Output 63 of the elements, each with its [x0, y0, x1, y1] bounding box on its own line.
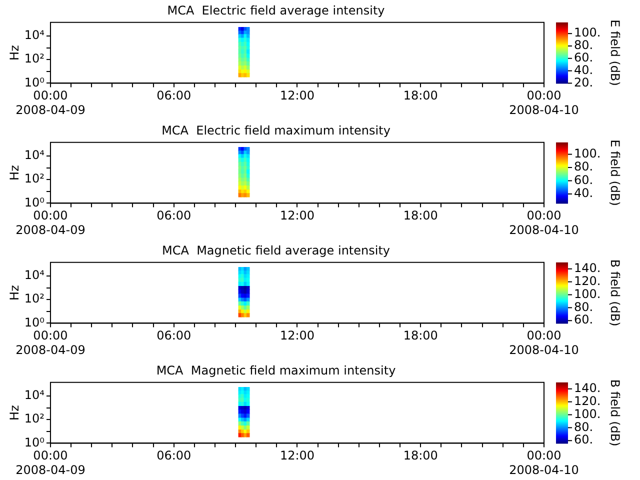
color-bar-label: 80. — [574, 38, 594, 52]
y-tick-label: 10² — [24, 292, 45, 306]
x-tick-label: 00:00 2008-04-09 — [16, 328, 86, 357]
x-tick-label: 00:00 2008-04-09 — [16, 448, 86, 477]
color-bar-title: B field (dB) — [608, 259, 622, 326]
x-tick-label: 12:00 — [280, 328, 315, 343]
x-tick-label: 00:00 2008-04-10 — [509, 448, 579, 477]
color-bar-label: 60. — [574, 172, 594, 187]
x-tick-label: 18:00 — [403, 88, 438, 103]
x-tick-label: 18:00 — [403, 208, 438, 223]
x-tick-label: 06:00 — [156, 328, 192, 343]
color-bar-label: 80. — [574, 420, 594, 434]
y-tick-label: 10² — [24, 172, 45, 186]
color-bar-label: 40. — [574, 186, 594, 200]
color-bar-label: 80. — [574, 160, 594, 174]
y-tick-label: 10⁴ — [24, 28, 45, 42]
y-tick-label: 10⁴ — [24, 148, 45, 162]
color-bar-label: 40. — [574, 62, 594, 77]
color-bar-label: 60. — [574, 50, 594, 65]
x-tick-label: 00:00 2008-04-10 — [509, 88, 579, 117]
y-tick-label: 10⁰ — [24, 315, 45, 330]
x-tick-label: 12:00 — [280, 208, 315, 223]
y-tick-label: 10² — [24, 52, 45, 66]
color-bar-title: E field (dB) — [608, 140, 622, 206]
y-axis-title: Hz — [7, 45, 22, 60]
color-bar-label: 20. — [574, 75, 594, 90]
y-tick-label: 10⁴ — [24, 268, 45, 282]
y-tick-label: 10⁰ — [24, 435, 45, 450]
color-bar-label: 60. — [574, 312, 594, 327]
x-tick-label: 00:00 2008-04-09 — [16, 208, 86, 237]
y-tick-label: 10² — [24, 412, 45, 426]
x-tick-label: 18:00 — [403, 448, 438, 463]
y-tick-label: 10⁰ — [24, 75, 45, 90]
x-tick-label: 00:00 2008-04-10 — [509, 328, 579, 357]
color-bar-label: 100. — [574, 26, 601, 40]
x-tick-label: 12:00 — [280, 448, 315, 463]
color-bar-label: 100. — [574, 286, 601, 301]
color-bar-label: 140. — [574, 380, 601, 395]
color-bar-label: 80. — [574, 300, 594, 314]
color-bar-label: 100. — [574, 146, 601, 160]
x-tick-label: 06:00 — [156, 88, 192, 103]
color-bar-label: 120. — [574, 274, 601, 288]
color-bar-title: B field (dB) — [608, 379, 622, 446]
y-axis-title: Hz — [7, 285, 22, 300]
color-bar-label: 100. — [574, 406, 601, 421]
y-axis-title: Hz — [7, 405, 22, 420]
x-tick-label: 06:00 — [156, 448, 192, 463]
chart-title: MCA Electric field maximum intensity — [162, 123, 390, 138]
x-tick-label: 00:00 2008-04-10 — [509, 208, 579, 237]
x-tick-label: 12:00 — [280, 88, 315, 103]
color-bar-title: E field (dB) — [608, 20, 622, 86]
color-bar-label: 120. — [574, 394, 601, 408]
y-tick-label: 10⁰ — [24, 195, 45, 210]
y-tick-label: 10⁴ — [24, 388, 45, 402]
x-tick-label: 00:00 2008-04-09 — [16, 88, 86, 117]
chart-title: MCA Electric field average intensity — [167, 3, 385, 18]
x-tick-label: 06:00 — [156, 208, 192, 223]
color-bar-label: 140. — [574, 260, 601, 275]
color-bar-label: 60. — [574, 432, 594, 447]
chart-title: MCA Magnetic field maximum intensity — [156, 363, 396, 378]
chart-title: MCA Magnetic field average intensity — [162, 243, 390, 258]
y-axis-title: Hz — [7, 165, 22, 180]
x-tick-label: 18:00 — [403, 328, 438, 343]
